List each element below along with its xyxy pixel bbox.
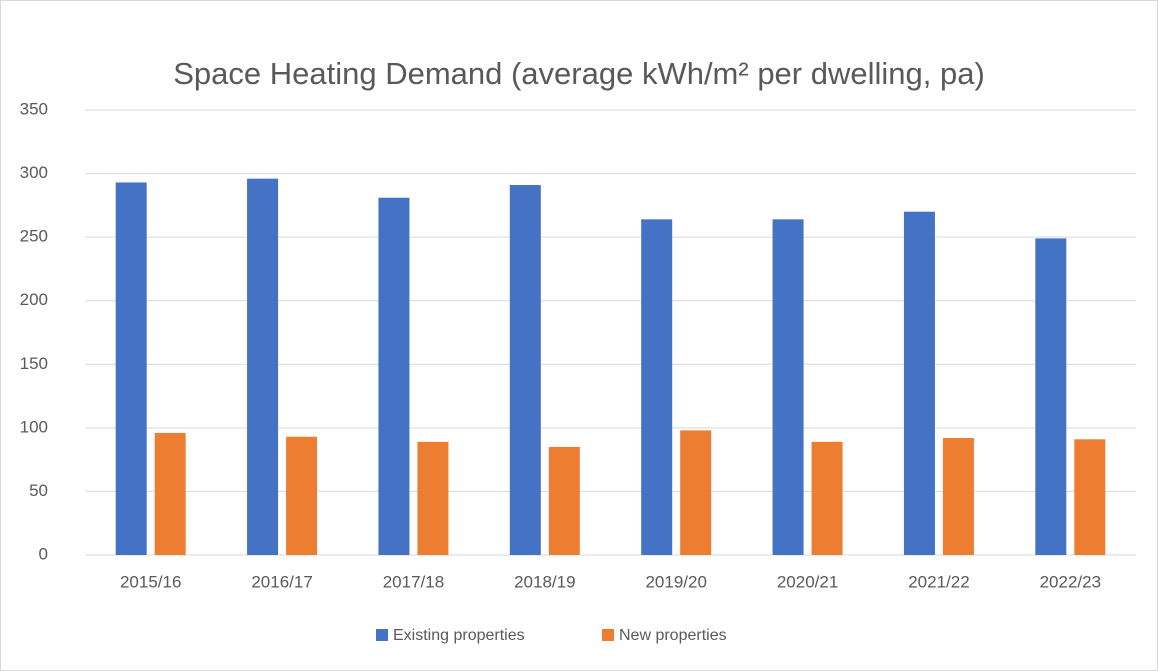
- bar: [811, 441, 843, 555]
- bar: [154, 432, 186, 555]
- bar: [1074, 439, 1106, 555]
- x-tick-label: 2018/19: [514, 572, 575, 591]
- chart-title: Space Heating Demand (average kWh/m² per…: [173, 56, 985, 91]
- bar: [903, 211, 935, 555]
- legend-label: New properties: [619, 627, 727, 644]
- x-tick-label: 2022/23: [1040, 572, 1101, 591]
- y-tick-label: 250: [20, 227, 48, 246]
- bar: [115, 182, 147, 555]
- y-tick-label: 150: [20, 354, 48, 373]
- bar: [548, 446, 580, 555]
- bar: [641, 219, 673, 556]
- bar: [1035, 238, 1067, 555]
- bar: [772, 219, 804, 556]
- x-tick-label: 2016/17: [251, 572, 312, 591]
- bar: [378, 197, 410, 555]
- x-tick-label: 2020/21: [777, 572, 838, 591]
- x-tick-label: 2017/18: [383, 572, 444, 591]
- bar: [509, 185, 541, 555]
- bar: [247, 178, 279, 555]
- x-tick-label: 2019/20: [645, 572, 706, 591]
- y-tick-label: 200: [20, 290, 48, 309]
- bar: [942, 438, 974, 555]
- y-tick-label: 100: [20, 417, 48, 436]
- x-tick-label: 2021/22: [908, 572, 969, 591]
- y-tick-label: 50: [29, 481, 48, 500]
- legend-label: Existing properties: [393, 627, 525, 644]
- bar: [286, 436, 318, 555]
- legend-swatch: [602, 629, 614, 641]
- bar: [417, 441, 449, 555]
- bar: [680, 430, 712, 555]
- y-tick-label: 300: [20, 163, 48, 182]
- legend-swatch: [376, 629, 388, 641]
- x-tick-label: 2015/16: [120, 572, 181, 591]
- y-tick-label: 350: [20, 99, 48, 118]
- y-tick-label: 0: [39, 544, 48, 563]
